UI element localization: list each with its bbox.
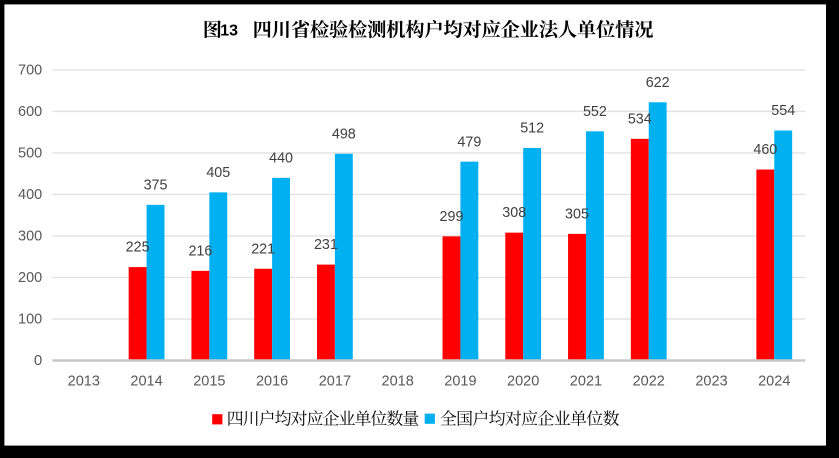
svg-text:2017: 2017: [319, 373, 351, 390]
svg-text:13: 13: [220, 23, 238, 40]
svg-text:2020: 2020: [507, 373, 539, 390]
svg-text:622: 622: [646, 74, 670, 91]
svg-text:2018: 2018: [382, 373, 414, 390]
svg-text:2016: 2016: [256, 373, 288, 390]
svg-text:231: 231: [314, 236, 338, 253]
svg-text:498: 498: [332, 125, 356, 142]
svg-text:100: 100: [18, 310, 42, 327]
svg-text:700: 700: [18, 61, 42, 78]
svg-text:2019: 2019: [444, 373, 476, 390]
svg-text:2021: 2021: [570, 373, 602, 390]
svg-text:221: 221: [251, 240, 275, 257]
svg-text:299: 299: [440, 208, 464, 225]
svg-text:400: 400: [18, 186, 42, 203]
svg-text:512: 512: [520, 120, 544, 137]
svg-text:460: 460: [753, 141, 777, 158]
svg-text:305: 305: [565, 205, 589, 222]
svg-text:552: 552: [583, 103, 607, 120]
svg-text:200: 200: [18, 269, 42, 286]
svg-text:2022: 2022: [633, 373, 665, 390]
svg-text:2013: 2013: [68, 373, 100, 390]
svg-text:0: 0: [34, 352, 42, 369]
svg-text:216: 216: [188, 242, 212, 259]
svg-text:500: 500: [18, 144, 42, 161]
svg-text:300: 300: [18, 227, 42, 244]
svg-text:2024: 2024: [758, 373, 790, 390]
svg-text:375: 375: [144, 176, 168, 193]
svg-text:2014: 2014: [130, 373, 162, 390]
svg-text:2023: 2023: [695, 373, 727, 390]
svg-text:479: 479: [457, 133, 481, 150]
svg-text:554: 554: [771, 102, 795, 119]
svg-text:225: 225: [126, 239, 150, 256]
svg-text:405: 405: [206, 164, 230, 181]
svg-text:600: 600: [18, 103, 42, 120]
svg-text:2015: 2015: [193, 373, 225, 390]
svg-text:534: 534: [628, 110, 652, 127]
svg-text:440: 440: [269, 149, 293, 166]
svg-text:308: 308: [502, 204, 526, 221]
